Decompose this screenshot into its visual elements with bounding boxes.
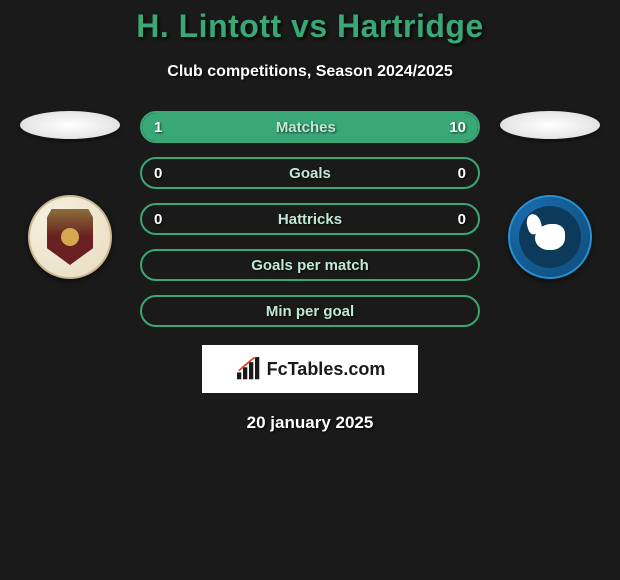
logo-text: FcTables.com [267, 359, 386, 380]
stat-value-right: 0 [458, 165, 466, 182]
stat-row: Goals per match [140, 249, 480, 281]
stat-row: Min per goal [140, 295, 480, 327]
fctables-logo[interactable]: FcTables.com [202, 345, 418, 393]
stat-label: Goals [289, 165, 331, 182]
crest-icon [519, 206, 581, 268]
stat-value-left: 0 [154, 211, 162, 228]
stat-row: 1 Matches 10 [140, 111, 480, 143]
player-photo-right [500, 111, 600, 139]
page-title: H. Lintott vs Hartridge [0, 8, 620, 45]
club-badge-right [508, 195, 592, 279]
crest-icon [47, 209, 93, 265]
club-badge-left [28, 195, 112, 279]
stat-row: 0 Goals 0 [140, 157, 480, 189]
stat-value-left: 0 [154, 165, 162, 182]
stat-value-right: 0 [458, 211, 466, 228]
stat-label: Matches [276, 119, 336, 136]
stat-label: Goals per match [251, 257, 369, 274]
stat-value-right: 10 [449, 119, 466, 136]
right-side [500, 111, 600, 279]
stats-column: 1 Matches 10 0 Goals 0 0 Hattricks 0 Goals per ma… [140, 111, 480, 327]
stat-row: 0 Hattricks 0 [140, 203, 480, 235]
subtitle: Club competitions, Season 2024/2025 [0, 63, 620, 81]
swan-icon [535, 224, 565, 250]
bars-icon [235, 357, 263, 381]
main-row: 1 Matches 10 0 Goals 0 0 Hattricks 0 Goals per ma… [0, 111, 620, 327]
left-side [20, 111, 120, 279]
comparison-card: H. Lintott vs Hartridge Club competition… [0, 0, 620, 433]
stat-value-left: 1 [154, 119, 162, 136]
date-label: 20 january 2025 [0, 413, 620, 433]
stat-label: Hattricks [278, 211, 342, 228]
stat-label: Min per goal [266, 303, 354, 320]
player-photo-left [20, 111, 120, 139]
